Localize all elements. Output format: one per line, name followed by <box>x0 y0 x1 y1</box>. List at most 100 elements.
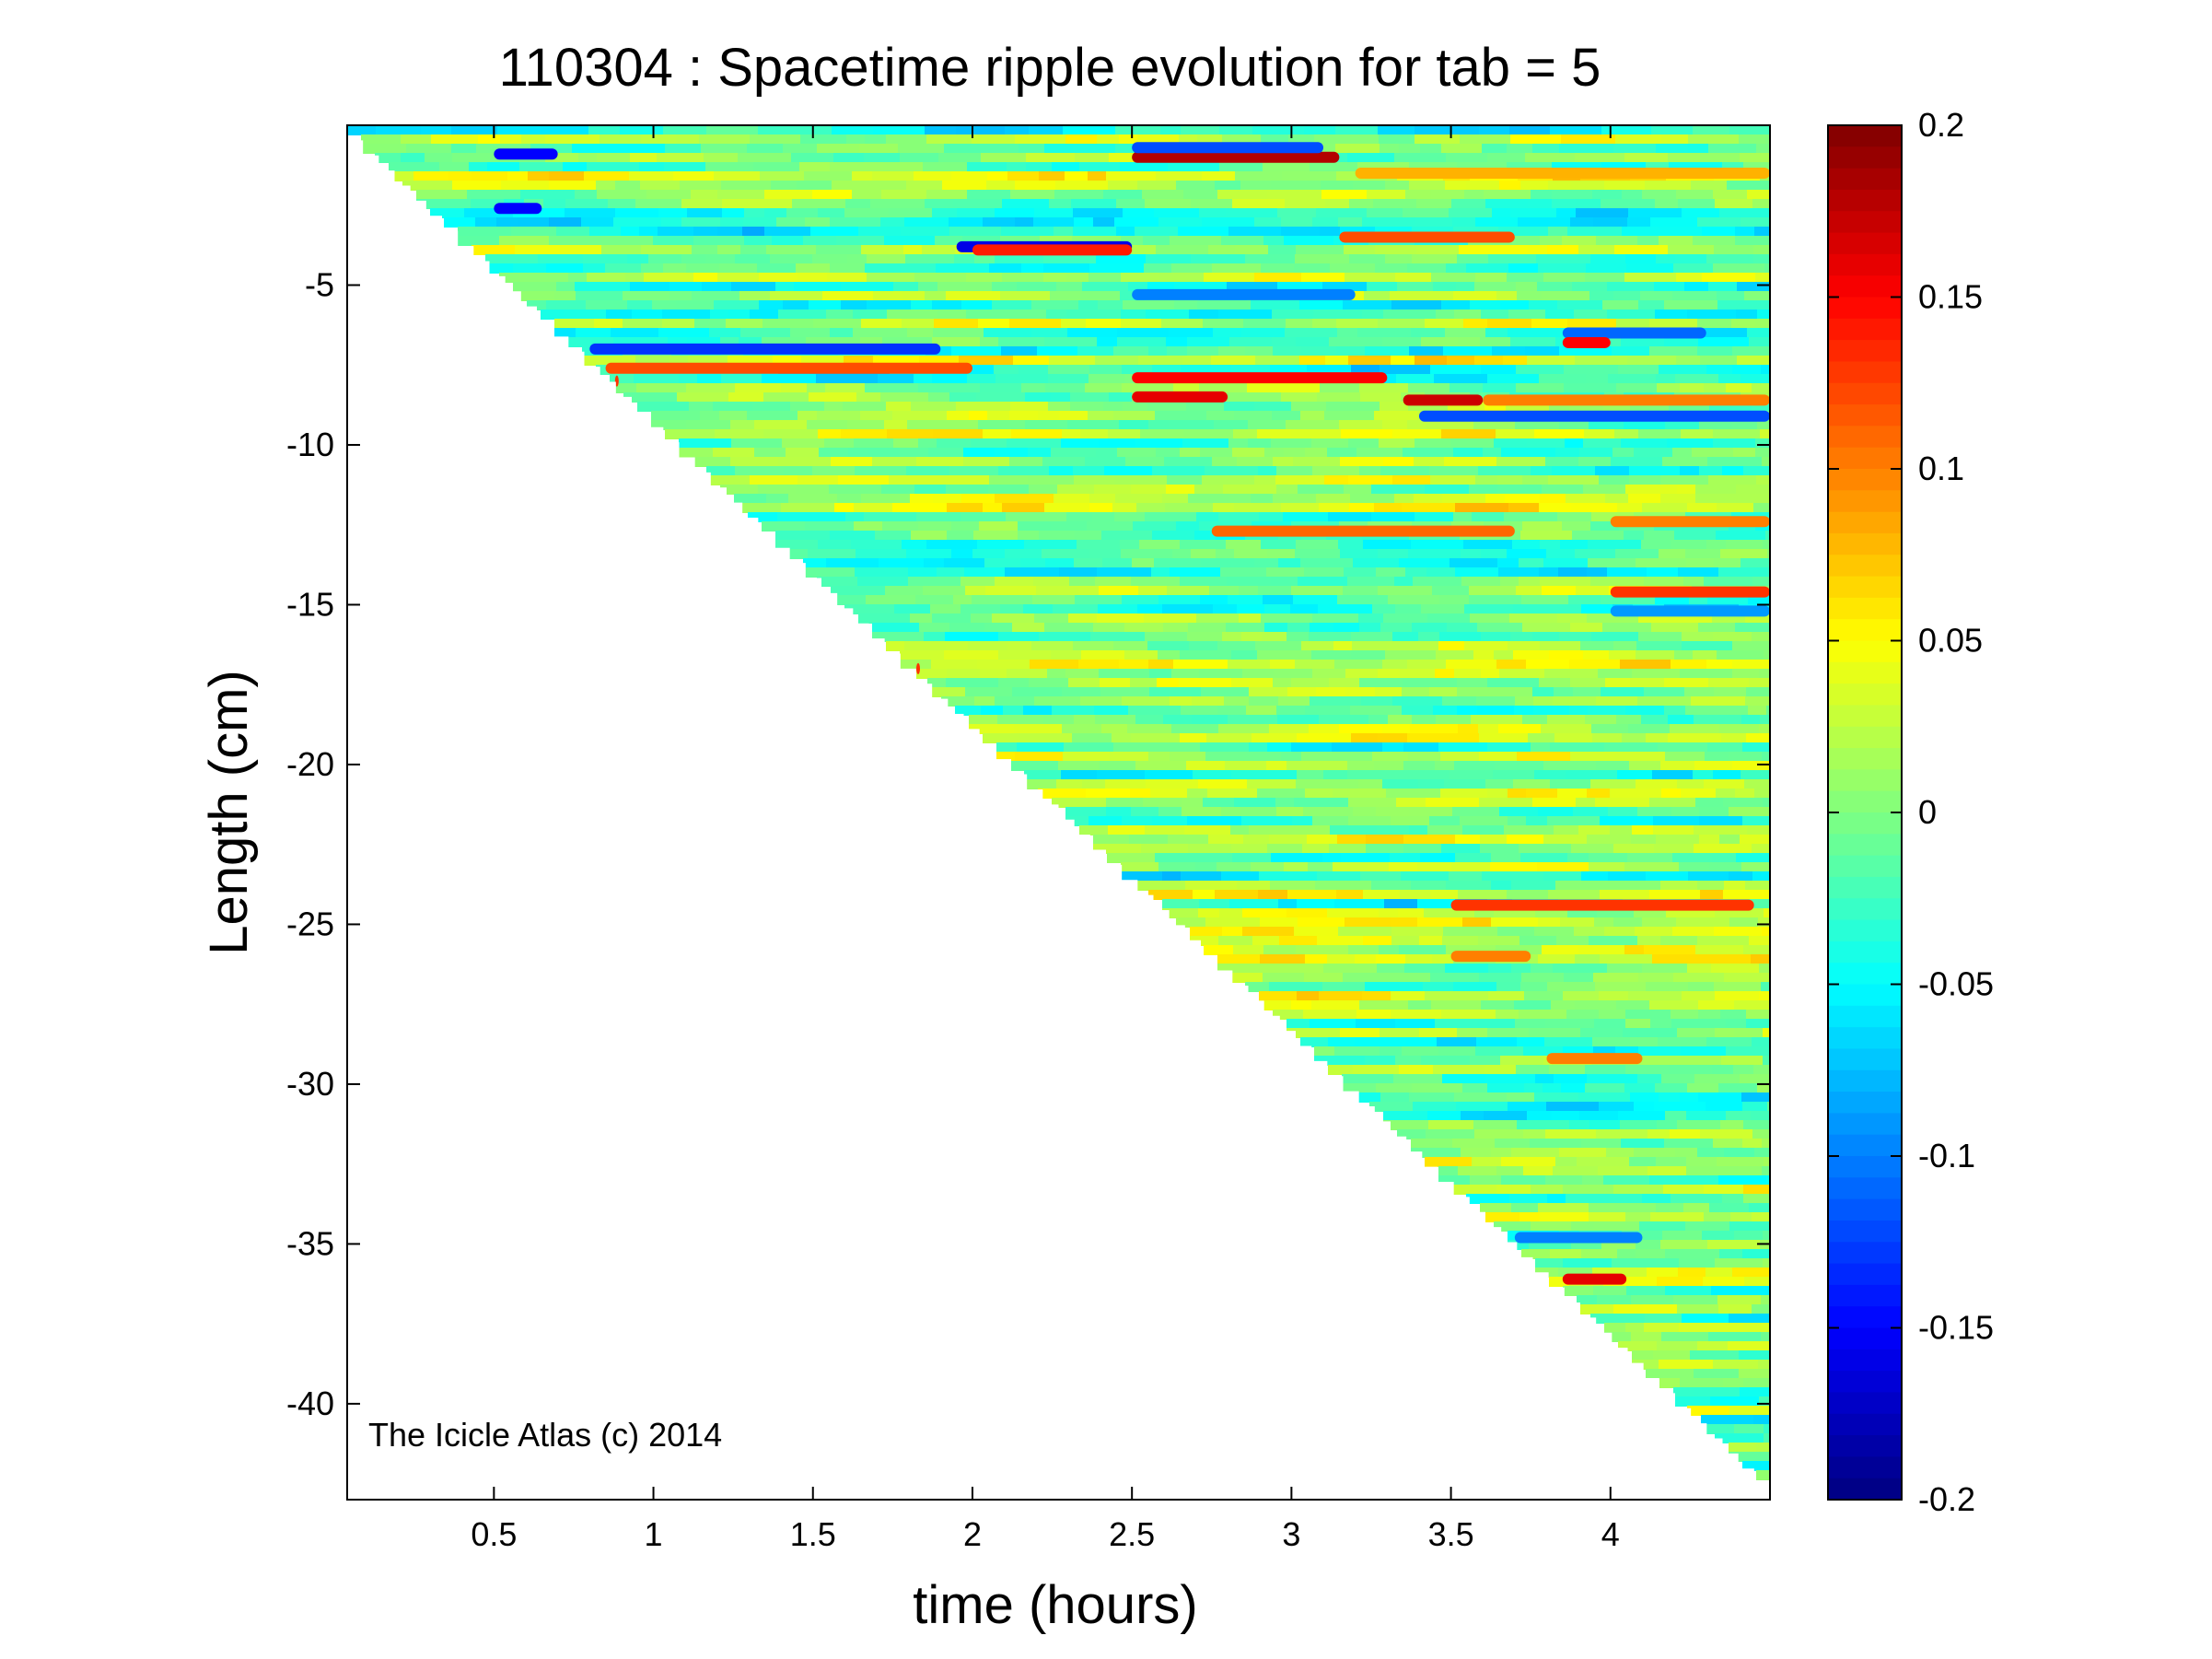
heatmap-cell-56-23 <box>1682 641 1733 651</box>
heatmap-cell-65-13 <box>1478 724 1499 734</box>
heatmap-cell-105-3 <box>1454 1092 1508 1103</box>
heatmap-cell-44-2 <box>875 531 912 541</box>
heatmap-cell-77-11 <box>1480 835 1508 845</box>
heatmap-cell-40-19 <box>1350 494 1395 504</box>
heatmap-cell-58-9 <box>1270 660 1296 670</box>
colorbar-swatch <box>1828 984 1902 1007</box>
heatmap-cell-75-17 <box>1699 816 1743 826</box>
heatmap-cell-100-5 <box>1475 1046 1524 1057</box>
heatmap-cell-22-16 <box>1213 328 1242 338</box>
heatmap-cell-65-4 <box>1127 724 1172 734</box>
heatmap-cell-82-7 <box>1411 881 1447 891</box>
heatmap-cell-25-27 <box>1575 356 1628 366</box>
colorbar-tick-label: 0.2 <box>1918 106 1964 144</box>
heatmap-cell-91-2 <box>1302 964 1324 974</box>
heatmap-cell-85-6 <box>1379 908 1399 918</box>
heatmap-cell-23-0 <box>568 337 614 347</box>
heatmap-cell-127-0 <box>1577 1295 1598 1305</box>
heatmap-cell-0-1 <box>376 125 422 135</box>
heatmap-cell-128-3 <box>1677 1304 1719 1314</box>
heatmap-cell-72-11 <box>1487 789 1508 799</box>
heatmap-cell-71-2 <box>1082 779 1106 789</box>
heatmap-cell-62-7 <box>1192 696 1225 707</box>
heatmap-cell-82-15 <box>1724 881 1746 891</box>
heatmap-cell-4-10 <box>753 162 800 172</box>
heatmap-cell-73-8 <box>1348 798 1397 808</box>
heatmap-cell-15-25 <box>1375 263 1408 274</box>
heatmap-cell-126-3 <box>1665 1286 1712 1296</box>
heatmap-cell-60-10 <box>1273 678 1292 688</box>
heatmap-cell-86-9 <box>1538 917 1561 928</box>
heatmap-cell-11-34 <box>1659 227 1703 237</box>
heatmap-cell-21-32 <box>1755 319 1770 329</box>
heatmap-cell-14-29 <box>1625 254 1657 264</box>
heatmap-cell-12-4 <box>601 236 654 246</box>
heatmap-cell-63-18 <box>1533 706 1570 716</box>
heatmap-cell-47-19 <box>1497 558 1519 568</box>
heatmap-cell-2-37 <box>1756 144 1770 154</box>
heatmap-cell-13-0 <box>472 245 516 255</box>
heatmap-cell-8-8 <box>681 199 723 209</box>
heatmap-cell-14-24 <box>1412 254 1458 264</box>
heatmap-cell-45-10 <box>1180 540 1227 550</box>
heatmap-cell-16-19 <box>1159 273 1205 283</box>
heatmap-cell-42-20 <box>1453 512 1473 522</box>
heatmap-cell-20-33 <box>1687 310 1737 320</box>
heatmap-cell-78-14 <box>1654 844 1694 854</box>
y-axis-label: Length (cm) <box>199 670 259 954</box>
heatmap-cell-57-12 <box>1385 650 1437 660</box>
heatmap-cell-62-13 <box>1392 696 1443 707</box>
heatmap-cell-57-14 <box>1473 650 1495 660</box>
heatmap-cell-16-3 <box>587 273 626 283</box>
heatmap-cell-71-13 <box>1485 779 1514 789</box>
heatmap-cell-49-18 <box>1519 577 1541 587</box>
heatmap-cell-34-20 <box>1379 438 1415 449</box>
heatmap-cell-35-0 <box>679 448 714 458</box>
heatmap-cell-72-0 <box>1038 789 1087 799</box>
heatmap-cell-34-17 <box>1271 438 1312 449</box>
heatmap-cell-41-18 <box>1374 503 1403 513</box>
heatmap-cell-65-19 <box>1719 724 1760 734</box>
heatmap-cell-85-10 <box>1494 908 1536 918</box>
heatmap-cell-15-22 <box>1261 263 1295 274</box>
heatmap-cell-12-13 <box>962 236 1001 246</box>
heatmap-cell-24-28 <box>1559 346 1612 356</box>
heatmap-cell-85-3 <box>1242 908 1287 918</box>
heatmap-cell-8-13 <box>870 199 926 209</box>
heatmap-cell-82-14 <box>1697 881 1725 891</box>
heatmap-cell-99-2 <box>1355 1037 1406 1047</box>
heatmap-cell-51-13 <box>1293 595 1338 605</box>
heatmap-cell-73-5 <box>1234 798 1276 808</box>
heatmap-cell-78-8 <box>1403 844 1442 854</box>
heatmap-cell-109-5 <box>1596 1129 1648 1139</box>
heatmap-cell-47-22 <box>1588 558 1636 568</box>
heatmap-cell-10-37 <box>1650 217 1698 228</box>
heatmap-cell-0-6 <box>588 125 621 135</box>
heatmap-cell-34-15 <box>1228 438 1249 449</box>
heatmap-cell-39-24 <box>1625 485 1678 495</box>
heatmap-cell-39-8 <box>1029 485 1058 495</box>
colorbar-swatch <box>1828 1413 1902 1437</box>
heatmap-cell-91-10 <box>1553 964 1608 974</box>
heatmap-cell-0-24 <box>1304 125 1336 135</box>
heatmap-cell-54-20 <box>1522 623 1571 633</box>
heatmap-cell-7-8 <box>764 190 813 200</box>
heatmap-cell-15-19 <box>1144 263 1172 274</box>
heatmap-cell-52-17 <box>1421 604 1465 614</box>
heatmap-cell-61-16 <box>1532 687 1554 697</box>
heatmap-cell-95-1 <box>1291 1000 1312 1011</box>
heatmap-cell-35-30 <box>1612 448 1635 458</box>
heatmap-cell-97-4 <box>1435 1019 1478 1029</box>
heatmap-cell-70-7 <box>1297 770 1324 780</box>
heatmap-cell-59-25 <box>1759 669 1770 679</box>
heatmap-cell-55-10 <box>1262 632 1287 642</box>
heatmap-cell-41-8 <box>1044 503 1090 513</box>
heatmap-cell-43-11 <box>1176 521 1200 532</box>
heatmap-cell-79-1 <box>1155 853 1183 863</box>
heatmap-cell-10-7 <box>661 217 682 228</box>
heatmap-cell-97-6 <box>1515 1019 1546 1029</box>
heatmap-cell-78-15 <box>1694 844 1730 854</box>
heatmap-cell-11-16 <box>1032 227 1054 237</box>
heatmap-cell-88-1 <box>1218 936 1253 946</box>
heatmap-cell-3-27 <box>1394 153 1447 163</box>
